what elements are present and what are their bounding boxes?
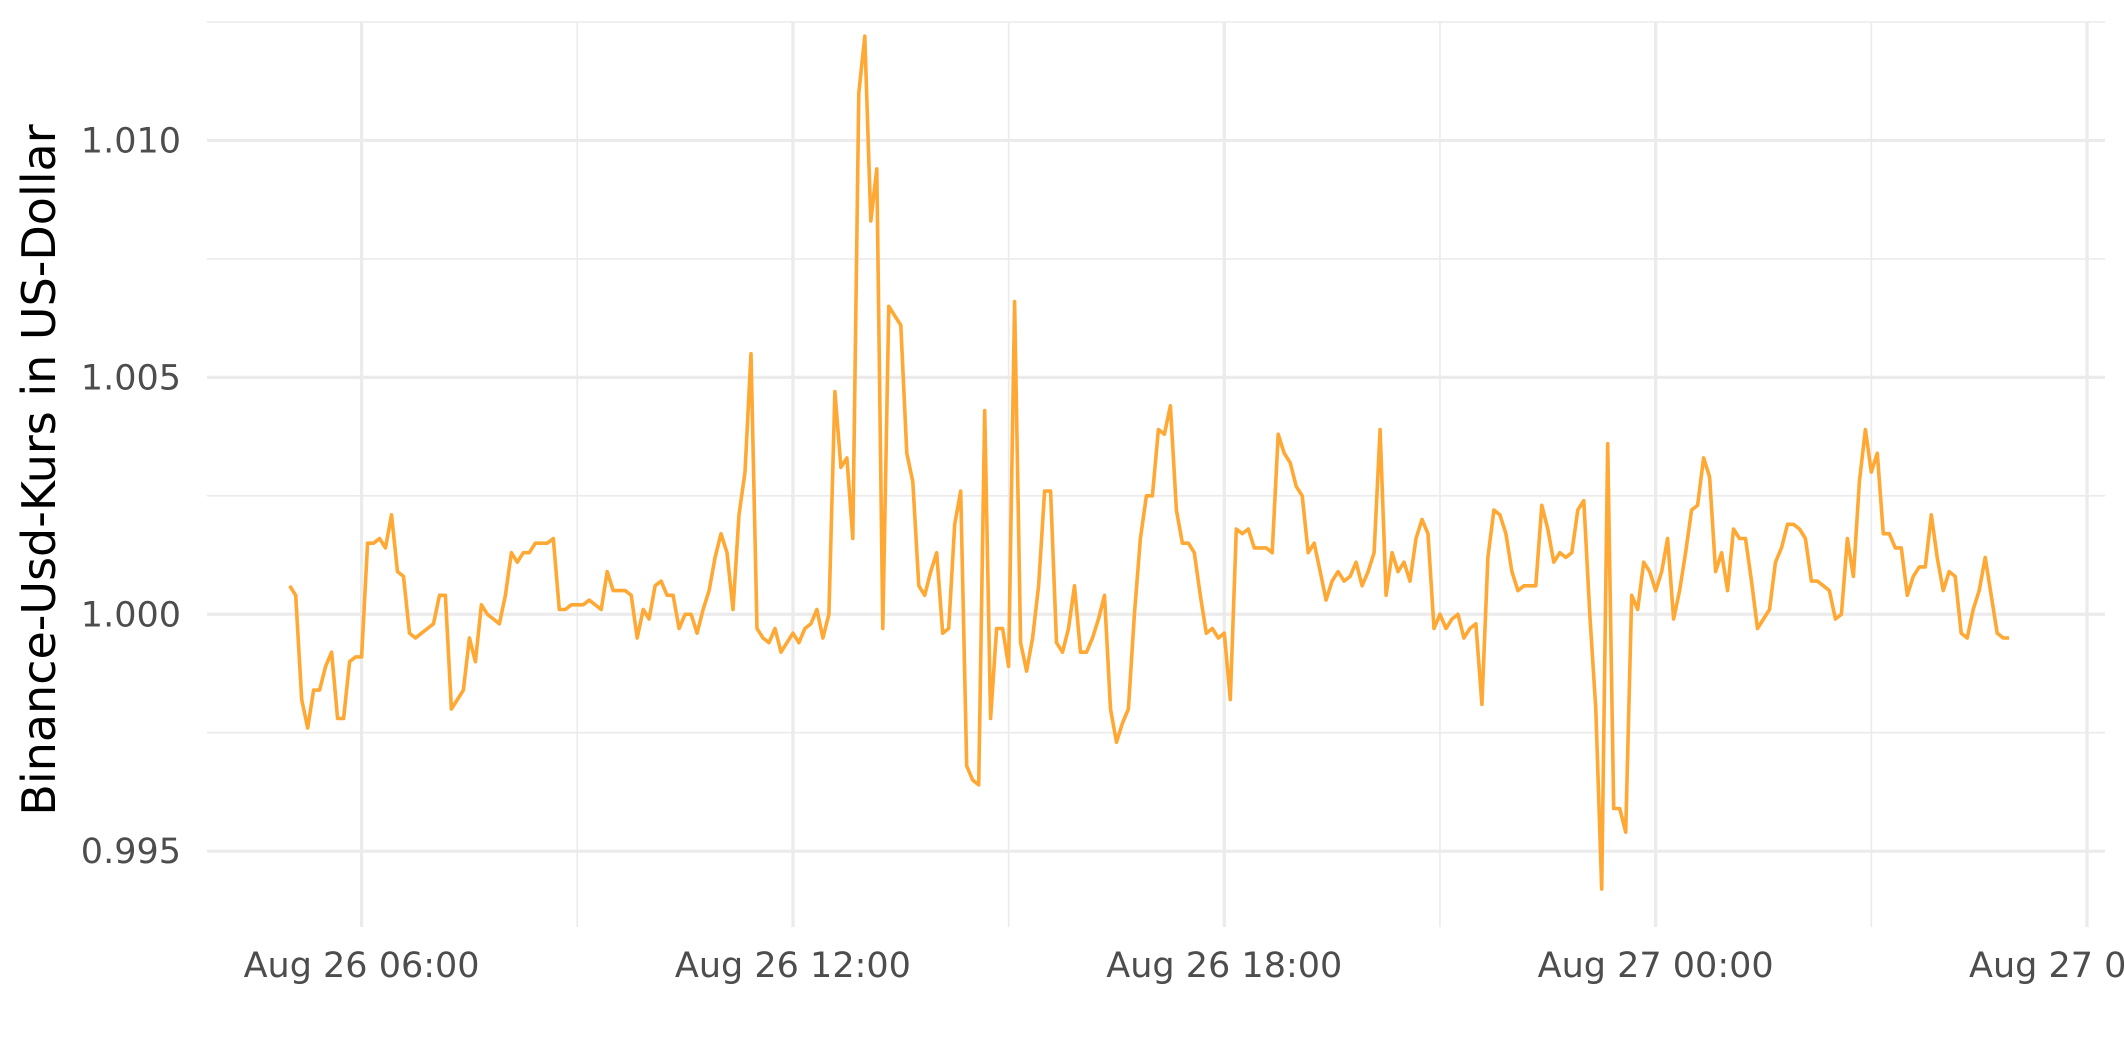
y-tick-label: 1.010 xyxy=(81,121,181,161)
x-axis-tick-labels: Aug 26 06:00 Aug 26 12:00 Aug 26 18:00 Aug … xyxy=(244,946,2125,986)
series-line xyxy=(288,34,2010,891)
grid xyxy=(207,21,2105,927)
x-tick-label: Aug 26 06:00 xyxy=(244,946,480,986)
y-axis-tick-labels: 0.995 1.000 1.005 1.010 xyxy=(81,121,181,872)
series-layer xyxy=(288,34,2010,891)
x-tick-label: Aug 27 00:00 xyxy=(1538,946,1774,986)
x-tick-label: Aug 27 06:00 xyxy=(1969,946,2125,986)
x-tick-label: Aug 26 12:00 xyxy=(675,946,911,986)
y-tick-label: 0.995 xyxy=(81,832,181,872)
y-tick-label: 1.000 xyxy=(81,595,181,635)
x-tick-label: Aug 26 18:00 xyxy=(1106,946,1342,986)
y-tick-label: 1.005 xyxy=(81,358,181,398)
y-axis-title: Binance-Usd-Kurs in US-Dollar xyxy=(12,124,66,815)
